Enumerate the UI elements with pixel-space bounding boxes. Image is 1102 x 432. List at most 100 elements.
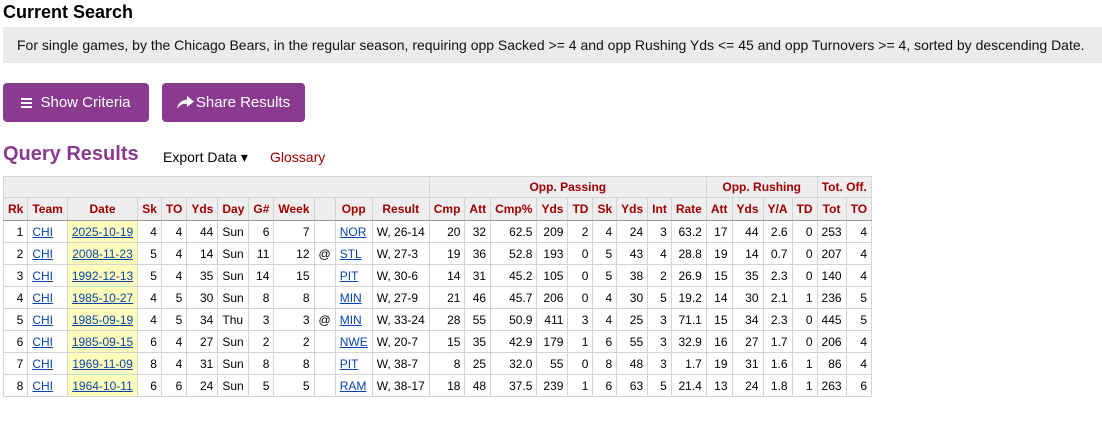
- team-link[interactable]: CHI: [32, 312, 54, 327]
- cell-sk: 6: [137, 374, 162, 397]
- cell-to: 5: [160, 308, 188, 331]
- opp-link[interactable]: NOR: [339, 224, 367, 239]
- col-header-team[interactable]: Team: [27, 197, 68, 221]
- col-header-sacked[interactable]: Sk: [592, 197, 618, 221]
- cell-week: 3: [273, 308, 315, 331]
- cell-day: Sun: [217, 286, 250, 309]
- cell-location: [313, 286, 336, 309]
- cell-cmp: 20: [428, 220, 466, 243]
- col-header-date[interactable]: Date: [66, 197, 139, 221]
- cell-int: 3: [647, 330, 672, 353]
- opp-link[interactable]: PIT: [339, 268, 359, 283]
- cell-cmp-pct: 45.2: [490, 264, 538, 287]
- cell-date: 1992-12-13: [66, 264, 139, 287]
- cell-opp: NWE: [334, 330, 373, 353]
- export-data-dropdown[interactable]: Export Data ▾: [163, 149, 248, 165]
- team-link[interactable]: CHI: [32, 290, 54, 305]
- cell-cmp-pct: 37.5: [490, 374, 538, 397]
- cell-rate: 21.4: [670, 374, 707, 397]
- cell-rush-yds: 31: [731, 352, 764, 375]
- col-header-opp[interactable]: Opp: [334, 197, 373, 221]
- results-table: Opp. Passing Opp. Rushing Tot. Off. Rk Te…: [2, 176, 873, 397]
- col-header-game-num[interactable]: G#: [248, 197, 275, 221]
- date-link[interactable]: 2008-11-23: [72, 246, 133, 261]
- cell-date: 1985-09-19: [66, 308, 139, 331]
- col-header-tot-to[interactable]: TO: [845, 197, 873, 221]
- col-header-int[interactable]: Int: [647, 197, 672, 221]
- team-link[interactable]: CHI: [32, 224, 54, 239]
- col-header-week[interactable]: Week: [273, 197, 315, 221]
- cell-tot-to: 6: [845, 374, 873, 397]
- cell-team: CHI: [27, 220, 68, 243]
- col-header-att[interactable]: Att: [464, 197, 492, 221]
- col-header-pass-td[interactable]: TD: [567, 197, 594, 221]
- cell-int: 2: [647, 264, 672, 287]
- cell-int: 5: [647, 286, 672, 309]
- date-link[interactable]: 1964-10-11: [72, 378, 133, 393]
- cell-day: Sun: [217, 264, 250, 287]
- date-link[interactable]: 2025-10-19: [71, 224, 134, 239]
- team-link[interactable]: CHI: [32, 356, 54, 371]
- team-link[interactable]: CHI: [32, 268, 54, 283]
- table-row: 7 CHI 1969-11-09 8 4 31 Sun 8 8 PIT W, 38-7 8 25 32.0…: [2, 352, 873, 375]
- opp-link[interactable]: MIN: [339, 312, 362, 327]
- col-header-day[interactable]: Day: [217, 197, 250, 221]
- group-spacer: [3, 176, 430, 198]
- opp-link[interactable]: PIT: [339, 356, 359, 371]
- opp-link[interactable]: MIN: [339, 290, 362, 305]
- col-header-sk[interactable]: Sk: [137, 197, 162, 221]
- col-header-rk[interactable]: Rk: [2, 197, 29, 221]
- date-link[interactable]: 1985-09-15: [71, 334, 134, 349]
- col-header-pass-yds[interactable]: Yds: [536, 197, 569, 221]
- cell-att: 55: [464, 308, 492, 331]
- opp-link[interactable]: STL: [339, 246, 362, 261]
- col-header-rush-yds[interactable]: Yds: [731, 197, 764, 221]
- cell-to: 4: [160, 352, 188, 375]
- cell-week: 12: [273, 242, 315, 265]
- cell-att: 36: [464, 242, 492, 265]
- cell-date: 1969-11-09: [66, 352, 139, 375]
- cell-week: 8: [273, 286, 315, 309]
- opp-link[interactable]: RAM: [339, 378, 367, 393]
- cell-rush-yds: 14: [731, 242, 764, 265]
- col-header-rate[interactable]: Rate: [670, 197, 707, 221]
- col-header-to[interactable]: TO: [160, 197, 188, 221]
- cell-rate: 26.9: [670, 264, 707, 287]
- show-criteria-button[interactable]: Show Criteria: [3, 83, 149, 122]
- col-header-rush-ya[interactable]: Y/A: [762, 197, 793, 221]
- date-link[interactable]: 1985-10-27: [71, 290, 134, 305]
- cell-pass-td: 3: [567, 308, 594, 331]
- cell-game-num: 8: [248, 286, 275, 309]
- team-link[interactable]: CHI: [32, 334, 54, 349]
- table-row: 1 CHI 2025-10-19 4 4 44 Sun 6 7 NOR W, 26-14 20 32 62…: [2, 220, 873, 243]
- col-header-result[interactable]: Result: [371, 197, 430, 221]
- cell-rush-ya: 1.8: [762, 374, 793, 397]
- col-header-cmp-pct[interactable]: Cmp%: [490, 197, 538, 221]
- cell-rate: 71.1: [670, 308, 707, 331]
- opp-link[interactable]: NWE: [339, 334, 368, 349]
- cell-tot-yds: 206: [816, 330, 847, 353]
- col-header-location[interactable]: [313, 197, 336, 221]
- cell-cmp: 15: [428, 330, 466, 353]
- col-header-rush-td[interactable]: TD: [791, 197, 818, 221]
- team-link[interactable]: CHI: [32, 246, 54, 261]
- date-link[interactable]: 1969-11-09: [72, 356, 133, 371]
- col-header-cmp[interactable]: Cmp: [428, 197, 466, 221]
- col-header-tot-yds[interactable]: Tot: [816, 197, 847, 221]
- cell-cmp-pct: 62.5: [490, 220, 538, 243]
- cell-rush-ya: 1.6: [762, 352, 793, 375]
- cell-sack-yds: 38: [616, 264, 649, 287]
- col-header-rush-att[interactable]: Att: [705, 197, 733, 221]
- col-header-sack-yds[interactable]: Yds: [616, 197, 649, 221]
- cell-opp: MIN: [334, 286, 373, 309]
- cell-to: 4: [160, 264, 188, 287]
- team-link[interactable]: CHI: [32, 378, 54, 393]
- col-header-yds[interactable]: Yds: [186, 197, 219, 221]
- cell-opp: STL: [334, 242, 373, 265]
- glossary-link[interactable]: Glossary: [270, 149, 326, 165]
- date-link[interactable]: 1985-09-19: [71, 312, 134, 327]
- cell-rk: 1: [2, 220, 29, 243]
- cell-att: 46: [464, 286, 492, 309]
- date-link[interactable]: 1992-12-13: [71, 268, 134, 283]
- share-results-button[interactable]: Share Results: [162, 83, 305, 122]
